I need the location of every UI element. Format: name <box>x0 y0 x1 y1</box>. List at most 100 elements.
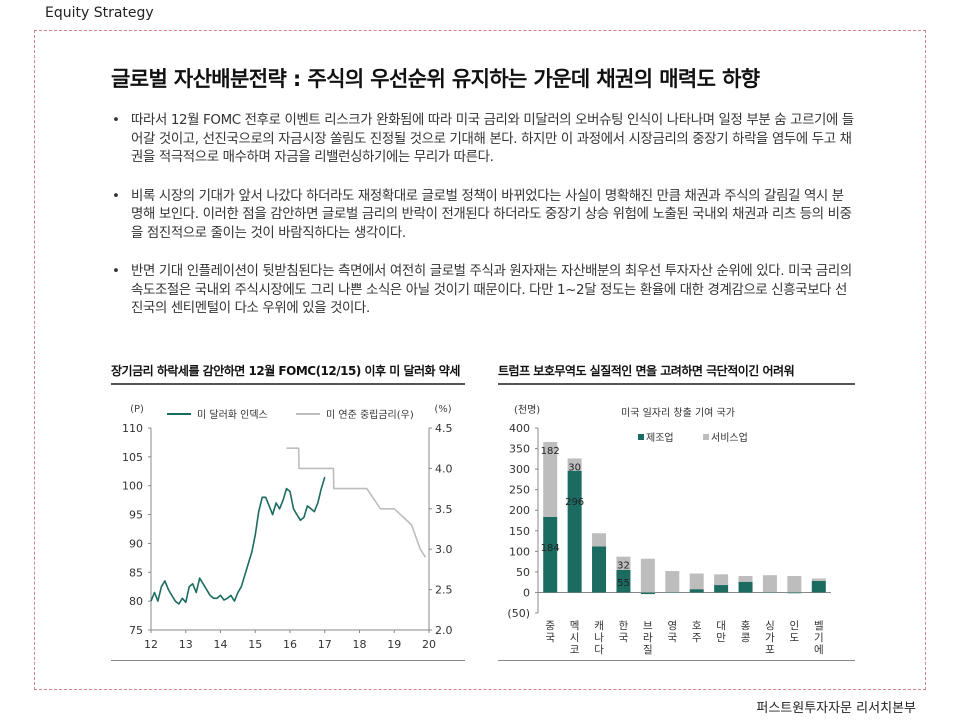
series-line <box>150 476 326 605</box>
chart1-bottom-rule <box>111 660 465 661</box>
bar-manufacturing <box>714 585 729 593</box>
x-category-char: 벨 <box>814 620 824 632</box>
x-category-char: 중 <box>545 620 555 632</box>
legend-label: 미 달러화 인덱스 <box>197 409 268 421</box>
legend-label: 제조업 <box>646 431 674 444</box>
bar-services <box>543 441 558 517</box>
y-left-tick-label: 75 <box>129 624 143 637</box>
x-category-char: 국 <box>619 632 629 644</box>
job-creation-bar-chart: (천명) 미국 일자리 창출 기여 국가400350300250200150100… <box>507 404 831 656</box>
x-category-char: 코 <box>570 644 580 656</box>
bar-services <box>714 574 729 586</box>
data-label: 182 <box>541 446 560 457</box>
x-category-char: 멕 <box>570 620 580 632</box>
right-unit-label: (%) <box>434 404 451 415</box>
bullet-text: 비록 시장의 기대가 앞서 나갔다 하더라도 재정확대로 글로벌 정책이 바뀌었… <box>131 188 852 241</box>
y-tick-label: 200 <box>509 504 530 517</box>
x-tick-label: 20 <box>422 638 436 651</box>
bar-manufacturing <box>665 592 680 593</box>
x-category-char: 주 <box>692 632 702 644</box>
x-category-char: 시 <box>570 632 580 644</box>
page-title: 글로벌 자산배분전략 : 주식의 우선순위 유지하는 가운데 채권의 매력도 하… <box>111 67 760 91</box>
y-left-tick-label: 90 <box>129 537 143 550</box>
x-category-char: 영 <box>667 620 677 632</box>
y-left-tick-label: 110 <box>122 422 143 435</box>
left-unit-label: (P) <box>130 404 144 415</box>
x-category-char: 대 <box>716 620 726 632</box>
y-right-tick-label: 2.0 <box>435 624 453 637</box>
y-right-tick-label: 2.5 <box>435 584 453 597</box>
x-category-char: 브 <box>643 620 653 632</box>
bar-services <box>665 571 680 593</box>
y-left-tick-label: 100 <box>122 480 143 493</box>
bar-services <box>567 458 582 471</box>
chart2-bottom-rule <box>498 660 855 661</box>
dollar-rate-line-chart: (P) (%) 110 105 100 95 90 85 80 75 4.5 4.0 3.5 3.0 2.5… <box>122 404 453 651</box>
x-category-char: 가 <box>765 632 775 644</box>
bar-manufacturing <box>738 581 753 593</box>
x-tick-label: 16 <box>283 638 297 651</box>
bullet-item: • 비록 시장의 기대가 앞서 나갔다 하더라도 재정확대로 글로벌 정책이 바뀌… <box>111 188 855 244</box>
bar-services <box>592 533 607 547</box>
series-line <box>286 447 427 558</box>
bar-services <box>787 576 802 593</box>
x-tick-label: 17 <box>318 638 332 651</box>
x-category-char: 질 <box>643 644 653 656</box>
data-label: 184 <box>541 543 560 554</box>
bar-manufacturing <box>567 470 582 593</box>
section-label: Equity Strategy <box>45 5 154 21</box>
bullet-text: 따라서 12월 FOMC 전후로 이벤트 리스크가 완화됨에 따라 미국 금리와… <box>131 113 854 165</box>
bar-services <box>738 576 753 582</box>
x-category-char: 도 <box>790 632 800 644</box>
legend-swatch <box>638 434 644 440</box>
x-category-char: 홍 <box>741 619 751 632</box>
x-category-char: 국 <box>667 632 677 644</box>
bar-manufacturing <box>811 580 826 593</box>
x-category-char: 한 <box>619 620 629 632</box>
x-category-char: 기 <box>814 632 824 644</box>
x-category-char: 싱 <box>765 620 775 632</box>
y-right-tick-label: 4.0 <box>435 462 453 475</box>
x-category-char: 인 <box>790 620 800 632</box>
data-label: 32 <box>617 561 630 572</box>
y-right-tick-label: 3.0 <box>435 543 453 556</box>
bar-services <box>762 575 777 593</box>
y-tick-label: (50) <box>507 607 530 620</box>
y-right-tick-label: 4.5 <box>435 422 453 435</box>
y-unit-label: (천명) <box>514 404 540 416</box>
bullet-marker: • <box>112 113 120 128</box>
legend-label: 서비스업 <box>711 431 748 444</box>
bar-manufacturing <box>640 592 655 595</box>
x-tick-label: 12 <box>144 638 158 651</box>
legend-swatch <box>703 434 709 440</box>
x-category-char: 국 <box>545 632 555 644</box>
data-label: 296 <box>565 497 584 508</box>
x-category-char: 나 <box>594 632 604 644</box>
bullet-list: • 따라서 12월 FOMC 전후로 이벤트 리스크가 완화됨에 따라 미국 금리… <box>111 112 855 339</box>
y-left-tick-label: 80 <box>129 595 143 608</box>
y-right-tick-label: 3.5 <box>435 503 453 516</box>
bar-services <box>689 573 704 590</box>
bar-manufacturing <box>616 569 631 593</box>
chart-subtitle: 미국 일자리 창출 기여 국가 <box>621 407 735 419</box>
bar-services <box>811 578 826 581</box>
y-tick-label: 100 <box>509 545 530 558</box>
content-frame <box>34 30 926 690</box>
y-left-tick-label: 105 <box>122 451 143 464</box>
bar-manufacturing <box>787 592 802 594</box>
x-category-char: 만 <box>716 632 726 644</box>
data-label: 55 <box>617 578 630 589</box>
y-tick-label: 50 <box>516 566 530 579</box>
x-tick-label: 15 <box>248 638 262 651</box>
chart2-title: 트럼프 보호무역도 실질적인 면을 고려하면 극단적이긴 어려워 <box>498 364 795 378</box>
x-category-char: 콩 <box>741 632 751 644</box>
bullet-text: 반면 기대 인플레이션이 뒷받침된다는 측면에서 여전히 글로벌 주식과 원자재… <box>131 264 852 316</box>
bar-services <box>640 558 655 593</box>
bar-manufacturing <box>762 592 777 593</box>
data-label: 30 <box>568 462 581 473</box>
x-category-char: 라 <box>643 632 653 644</box>
y-left-tick-label: 85 <box>129 566 143 579</box>
bullet-marker: • <box>112 264 120 279</box>
y-left-tick-label: 95 <box>129 509 143 522</box>
bar-services <box>616 556 631 570</box>
